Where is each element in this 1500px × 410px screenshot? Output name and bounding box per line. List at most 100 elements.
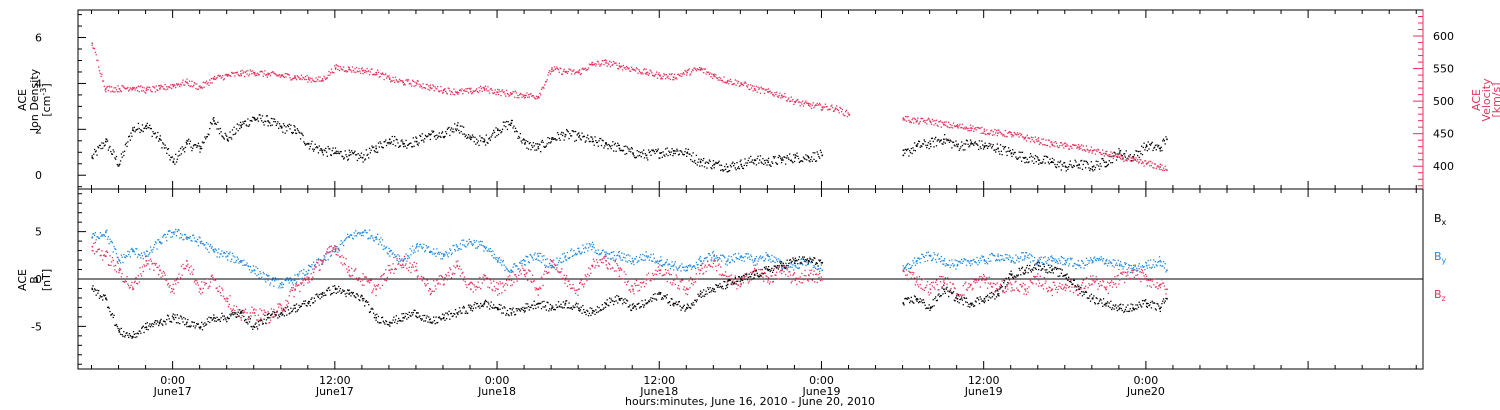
velocity-sample <box>946 125 948 127</box>
velocity-sample <box>819 104 822 106</box>
density-sample <box>149 124 151 127</box>
density-sample <box>159 135 161 137</box>
density-sample <box>149 127 152 130</box>
density-sample <box>523 139 526 141</box>
velocity-sample <box>791 100 793 102</box>
velocity-sample <box>194 83 196 85</box>
by-sample <box>908 267 910 270</box>
bz-sample <box>189 273 191 275</box>
velocity-sample <box>1107 155 1110 157</box>
velocity-sample <box>228 74 230 77</box>
velocity-sample <box>370 68 372 71</box>
bz-sample <box>251 306 253 308</box>
by-sample <box>499 261 501 264</box>
by-sample <box>1142 266 1144 268</box>
velocity-sample <box>746 86 749 88</box>
by-sample <box>819 270 821 273</box>
density-sample <box>383 141 385 143</box>
by-sample <box>911 264 913 267</box>
density-sample <box>917 140 920 142</box>
density-sample <box>1154 146 1156 148</box>
density-sample <box>425 135 427 138</box>
velocity-sample <box>1021 136 1024 138</box>
by-sample <box>319 258 321 261</box>
bz-sample <box>263 309 265 311</box>
by-sample <box>748 256 750 258</box>
by-sample <box>102 235 104 237</box>
velocity-sample <box>454 94 456 96</box>
by-sample <box>642 253 644 256</box>
bz-sample <box>130 284 132 286</box>
by-sample <box>468 238 470 241</box>
velocity-sample <box>458 91 460 94</box>
density-sample <box>640 156 642 158</box>
bz-sample <box>505 279 508 281</box>
velocity-sample <box>839 106 841 109</box>
density-sample <box>973 142 976 144</box>
by-sample <box>544 264 546 266</box>
density-sample <box>673 150 676 152</box>
bz-sample <box>360 278 363 280</box>
velocity-sample <box>999 131 1001 133</box>
bz-sample <box>521 265 523 267</box>
velocity-sample <box>643 69 645 71</box>
density-sample <box>793 154 795 156</box>
density-sample <box>679 150 681 152</box>
by-sample <box>1135 269 1137 271</box>
bz-sample <box>590 272 592 274</box>
bz-sample <box>466 286 468 289</box>
density-sample <box>589 140 591 143</box>
by-sample <box>307 272 309 275</box>
by-sample <box>522 259 524 262</box>
density-sample <box>1014 151 1016 154</box>
by-sample <box>119 260 121 262</box>
by-sample <box>807 263 809 265</box>
by-sample <box>990 260 992 262</box>
by-sample <box>1016 256 1019 258</box>
by-sample <box>713 258 715 260</box>
bz-sample <box>567 280 569 282</box>
velocity-sample <box>444 88 446 90</box>
velocity-sample <box>752 90 754 92</box>
bz-point <box>537 288 540 291</box>
by-sample <box>1127 271 1129 273</box>
density-sample <box>1162 138 1165 140</box>
density-sample <box>1095 160 1097 162</box>
bz-sample <box>282 310 284 312</box>
density-sample <box>166 148 169 151</box>
density-sample <box>188 143 191 145</box>
by-sample <box>994 255 996 257</box>
bz-sample <box>280 304 282 307</box>
by-sample <box>568 257 570 260</box>
by-sample <box>1025 252 1028 254</box>
by-sample <box>1113 266 1115 268</box>
by-sample <box>597 249 599 251</box>
bz-sample <box>544 270 546 272</box>
density-sample <box>492 132 494 135</box>
density-sample <box>597 145 599 147</box>
by-sample <box>1012 257 1014 259</box>
bz-sample <box>201 291 204 294</box>
density-sample <box>1063 161 1066 164</box>
density-sample <box>499 129 501 132</box>
by-point <box>280 283 283 286</box>
velocity-sample <box>468 87 470 90</box>
by-sample <box>1105 263 1107 265</box>
by-sample <box>978 262 981 264</box>
bz-sample <box>543 273 545 276</box>
by-sample <box>661 265 663 267</box>
velocity-sample <box>555 67 557 70</box>
bz-sample <box>506 284 509 286</box>
by-sample <box>437 251 440 254</box>
density-sample <box>990 143 992 145</box>
density-sample <box>728 170 730 172</box>
velocity-sample <box>969 130 971 132</box>
by-sample <box>239 260 241 263</box>
velocity-sample <box>375 74 377 76</box>
density-sample <box>790 159 792 161</box>
density-sample <box>561 134 564 137</box>
by-sample <box>560 261 562 263</box>
density-sample <box>261 115 264 117</box>
by-sample <box>1001 255 1003 257</box>
bz-sample <box>546 272 548 275</box>
